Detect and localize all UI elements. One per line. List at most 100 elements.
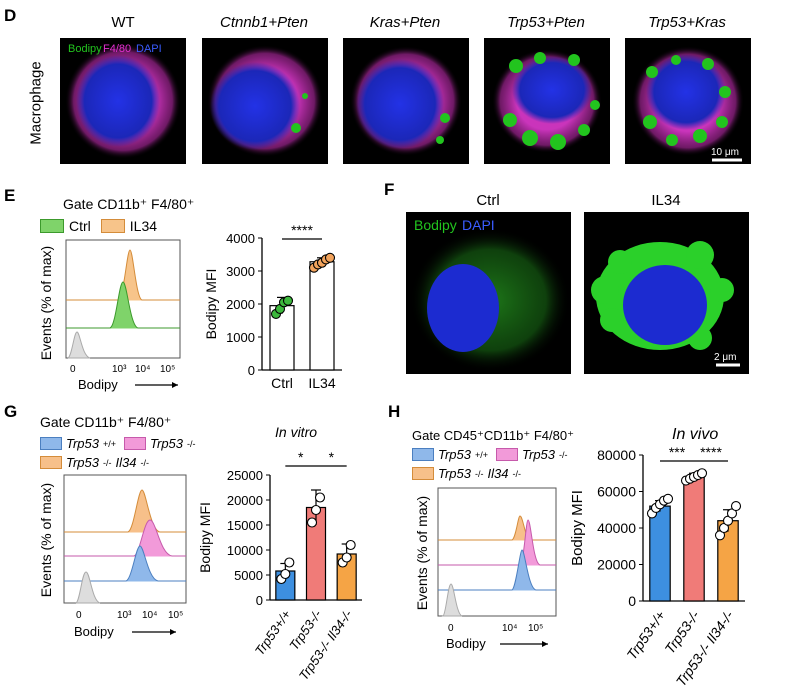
chart-h-ytick-label: 20000 <box>597 557 636 573</box>
chart-g-ytick-label: 15000 <box>227 518 263 533</box>
chart-h-bar <box>649 505 671 602</box>
chart-e-ytick-label: 1000 <box>226 330 255 345</box>
chart-e-category-label: IL34 <box>308 375 335 391</box>
chart-g-data-point <box>345 539 356 551</box>
panel-g-gate: Gate CD11b⁺ F4/80⁺ <box>40 414 172 430</box>
chart-g-data-point <box>280 568 291 580</box>
micrograph-f-il34: 2 μm <box>584 212 749 374</box>
chart-h-category-label: Trp53+/+ <box>623 608 668 663</box>
chart-g-data-point <box>284 557 295 568</box>
panel-g-subtitle: In vitro <box>275 424 318 440</box>
panel-d-col-trp53-kras: Trp53+Kras <box>648 14 726 31</box>
panel-f-scale-bar-label: 2 μm <box>714 352 736 363</box>
panel-h-flow-tick-1: 10⁴ <box>502 623 517 634</box>
chart-h-significance-label: *** <box>669 444 686 460</box>
micrograph-wt: Bodipy F4/80 DAPI <box>60 38 186 164</box>
panel-d-col-trp53-pten: Trp53+Pten <box>507 14 585 31</box>
panel-g-legend: Trp53 +/+ Trp53 -/- Trp53 -/- Il34 -/- <box>40 436 196 470</box>
legend-g-ko: Trp53 -/- <box>124 436 196 451</box>
chart-g-ytick-label: 10000 <box>227 543 263 558</box>
legend-f480-text: F4/80 <box>103 43 131 55</box>
panel-h-gate: Gate CD45⁺CD11b⁺ F4/80⁺ <box>412 428 574 443</box>
panel-e-flow-tick-2: 10⁴ <box>135 364 150 375</box>
panel-d-col-wt: WT <box>111 14 135 31</box>
chart-h-significance-label: **** <box>700 444 722 460</box>
chart-g-data-point <box>341 552 352 563</box>
chart-g-ytick-label: 5000 <box>234 568 263 583</box>
legend-bodipy-text: Bodipy <box>68 43 102 55</box>
legend-dapi-text: DAPI <box>136 43 162 55</box>
panel-h-label: H <box>388 402 401 421</box>
panel-d-col-kras-pten: Kras+Pten <box>369 14 441 31</box>
panel-d-col-ctnnb1-pten: Ctnnb1+Pten <box>220 14 308 31</box>
panel-f-label: F <box>384 180 395 199</box>
micrograph-kras-pten <box>343 38 469 164</box>
panel-g-flow-tick-2: 10⁴ <box>142 610 157 621</box>
chart-h-bar <box>683 476 705 602</box>
panel-h-subtitle: In vivo <box>672 426 719 443</box>
panel-h-legend: Trp53 +/+ Trp53 -/- Trp53 -/- Il34 -/- <box>412 447 568 481</box>
legend-h-wt: Trp53 +/+ <box>412 447 488 462</box>
panel-e-flow-histogram: 0 10³ 10⁴ 10⁵ Bodipy <box>65 239 181 392</box>
chart-e-bar <box>309 261 335 371</box>
panel-f-col-ctrl: Ctrl <box>476 192 500 209</box>
legend-f-dapi: DAPI <box>462 217 495 233</box>
legend-h-dko: Trp53 -/- Il34 -/- <box>412 466 568 481</box>
micrograph-trp53-kras: 10 μm <box>625 38 751 164</box>
panel-g-flow-tick-3: 10⁵ <box>168 610 183 621</box>
chart-h-data-point <box>696 468 708 479</box>
chart-h-data-point <box>662 493 674 504</box>
chart-g-data-point <box>310 504 322 516</box>
chart-g-significance-label: * <box>329 449 335 465</box>
panel-d-label: D <box>4 6 17 25</box>
chart-e-ylabel: Bodipy MFI <box>203 269 219 340</box>
panel-h-flow-xlabel: Bodipy <box>446 636 486 651</box>
panel-d-scale-bar-label: 10 μm <box>711 147 739 158</box>
chart-e-ytick-label: 4000 <box>226 231 255 246</box>
panel-h-flow-tick-2: 10⁵ <box>528 623 543 634</box>
chart-g-data-point <box>314 492 326 503</box>
micrograph-ctnnb1-pten <box>202 38 328 164</box>
chart-e-ytick-label: 3000 <box>226 264 255 279</box>
panel-g-label: G <box>4 402 18 421</box>
chart-g-data-point <box>306 517 318 528</box>
chart-g-significance-label: * <box>298 449 304 465</box>
chart-g-ytick-label: 20000 <box>227 493 263 508</box>
legend-g-dko: Trp53 -/- Il34 -/- <box>40 455 196 470</box>
chart-e-ytick-label: 2000 <box>226 297 255 312</box>
panel-e-legend: Ctrl IL34 <box>40 218 157 234</box>
panel-e-flow-tick-1: 10³ <box>112 364 127 375</box>
chart-h-ytick-label: 40000 <box>597 520 636 536</box>
panel-e-flow-tick-0: 0 <box>70 364 76 375</box>
chart-e-data-point <box>324 252 336 263</box>
panel-d-micrographs: Bodipy F4/80 DAPI <box>60 38 751 164</box>
panel-g-flow-tick-1: 10³ <box>117 610 132 621</box>
chart-h-data-point <box>730 501 742 512</box>
chart-h-ytick-label: 0 <box>628 593 636 609</box>
legend-g-wt: Trp53 +/+ <box>40 436 116 451</box>
panel-e-flow-xlabel: Bodipy <box>78 377 118 392</box>
chart-e-data-point <box>282 295 294 306</box>
chart-g-ylabel: Bodipy MFI <box>197 502 213 573</box>
panel-h-flow-tick-0: 0 <box>448 623 454 634</box>
panel-g-flow-xlabel: Bodipy <box>74 624 114 639</box>
legend-h-ko: Trp53 -/- <box>496 447 568 462</box>
panel-f-micrographs: Bodipy DAPI 2 μm <box>406 212 749 374</box>
chart-h-ytick-label: 80000 <box>597 447 636 463</box>
chart-h-ylabel: Bodipy MFI <box>569 490 586 566</box>
panel-e-label: E <box>4 186 16 205</box>
legend-ctrl: Ctrl <box>69 218 91 234</box>
panel-f-col-il34: IL34 <box>651 192 681 209</box>
legend-f-bodipy: Bodipy <box>414 217 457 233</box>
panel-g-flow-tick-0: 0 <box>76 610 82 621</box>
chart-e-ytick-label: 0 <box>248 363 255 378</box>
chart-g-ytick-label: 25000 <box>227 468 263 483</box>
legend-il34: IL34 <box>129 218 158 234</box>
panel-g-flow-histogram: 0 10³ 10⁴ 10⁵ Bodipy <box>63 474 187 639</box>
chart-h-ytick-label: 60000 <box>597 484 636 500</box>
chart-g-ytick-label: 0 <box>256 593 263 608</box>
